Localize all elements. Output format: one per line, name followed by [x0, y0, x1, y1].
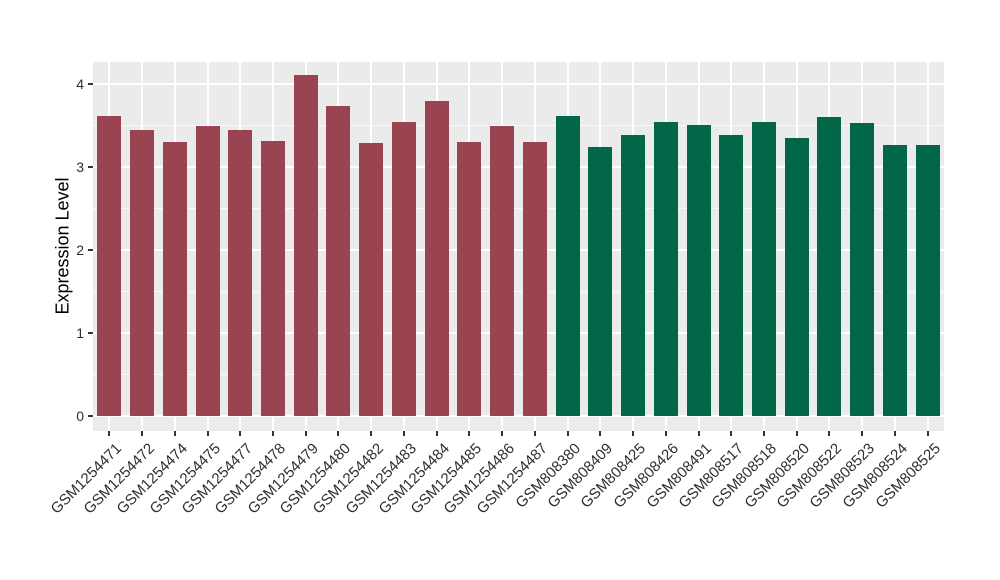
- gridline-y-major: [93, 249, 944, 251]
- x-tick-mark: [632, 431, 635, 436]
- plot-panel: [93, 62, 944, 431]
- y-tick-mark: [88, 332, 93, 334]
- x-tick-mark: [206, 431, 209, 436]
- bar-GSM1254482: [359, 142, 384, 416]
- y-tick-mark: [88, 166, 93, 168]
- bar-GSM808380: [555, 116, 580, 416]
- bar-GSM1254484: [424, 100, 449, 416]
- x-tick-mark: [468, 431, 471, 436]
- gridline-y-major: [93, 332, 944, 334]
- bar-GSM808517: [719, 135, 744, 416]
- bar-GSM1254485: [457, 142, 482, 416]
- gridline-y-minor: [93, 374, 944, 375]
- bar-GSM808409: [588, 147, 613, 416]
- y-tick-label: 0: [76, 408, 84, 424]
- bar-GSM808518: [751, 122, 776, 416]
- bar-GSM808425: [621, 134, 646, 416]
- bar-GSM1254475: [195, 126, 220, 416]
- x-tick-mark: [566, 431, 569, 436]
- bar-GSM1254478: [261, 141, 286, 416]
- x-tick-mark: [599, 431, 602, 436]
- gridline-y-minor: [93, 291, 944, 292]
- bar-GSM808520: [784, 137, 809, 416]
- bar-GSM808523: [850, 123, 875, 416]
- y-tick-label: 2: [76, 242, 84, 258]
- bar-GSM1254486: [490, 126, 515, 416]
- x-tick-mark: [402, 431, 405, 436]
- y-tick-label: 3: [76, 159, 84, 175]
- bar-GSM1254480: [326, 105, 351, 416]
- x-tick-mark: [730, 431, 733, 436]
- y-tick-label: 1: [76, 325, 84, 341]
- bar-GSM808525: [915, 145, 940, 416]
- bar-GSM1254474: [162, 142, 187, 416]
- bar-GSM808524: [882, 145, 907, 416]
- gridline-y-major: [93, 415, 944, 417]
- x-tick-mark: [239, 431, 242, 436]
- x-tick-mark: [141, 431, 144, 436]
- bar-GSM808491: [686, 124, 711, 416]
- x-tick-mark: [697, 431, 700, 436]
- x-tick-mark: [304, 431, 307, 436]
- x-tick-mark: [828, 431, 831, 436]
- x-tick-mark: [795, 431, 798, 436]
- y-tick-mark: [88, 83, 93, 85]
- x-tick-mark: [370, 431, 373, 436]
- bar-GSM1254479: [293, 74, 318, 416]
- bar-GSM1254483: [391, 122, 416, 416]
- x-tick-mark: [926, 431, 929, 436]
- bar-GSM808426: [653, 122, 678, 416]
- x-tick-mark: [337, 431, 340, 436]
- x-tick-mark: [533, 431, 536, 436]
- bar-GSM1254477: [228, 129, 253, 416]
- bar-GSM808522: [817, 117, 842, 416]
- gridline-y-minor: [93, 125, 944, 126]
- y-axis-title: Expression Level: [52, 177, 73, 315]
- y-tick-mark: [88, 415, 93, 417]
- gridline-y-major: [93, 83, 944, 85]
- gridline-y-major: [93, 166, 944, 168]
- x-tick-mark: [501, 431, 504, 436]
- y-tick-mark: [88, 249, 93, 251]
- x-tick-mark: [435, 431, 438, 436]
- x-tick-mark: [893, 431, 896, 436]
- x-tick-mark: [762, 431, 765, 436]
- bar-GSM1254487: [522, 142, 547, 416]
- x-tick-mark: [861, 431, 864, 436]
- bar-GSM1254472: [130, 130, 155, 416]
- x-tick-mark: [272, 431, 275, 436]
- x-tick-mark: [664, 431, 667, 436]
- gridline-y-minor: [93, 208, 944, 209]
- x-tick-mark: [108, 431, 111, 436]
- bar-GSM1254471: [97, 116, 122, 416]
- x-tick-mark: [173, 431, 176, 436]
- y-tick-label: 4: [76, 76, 84, 92]
